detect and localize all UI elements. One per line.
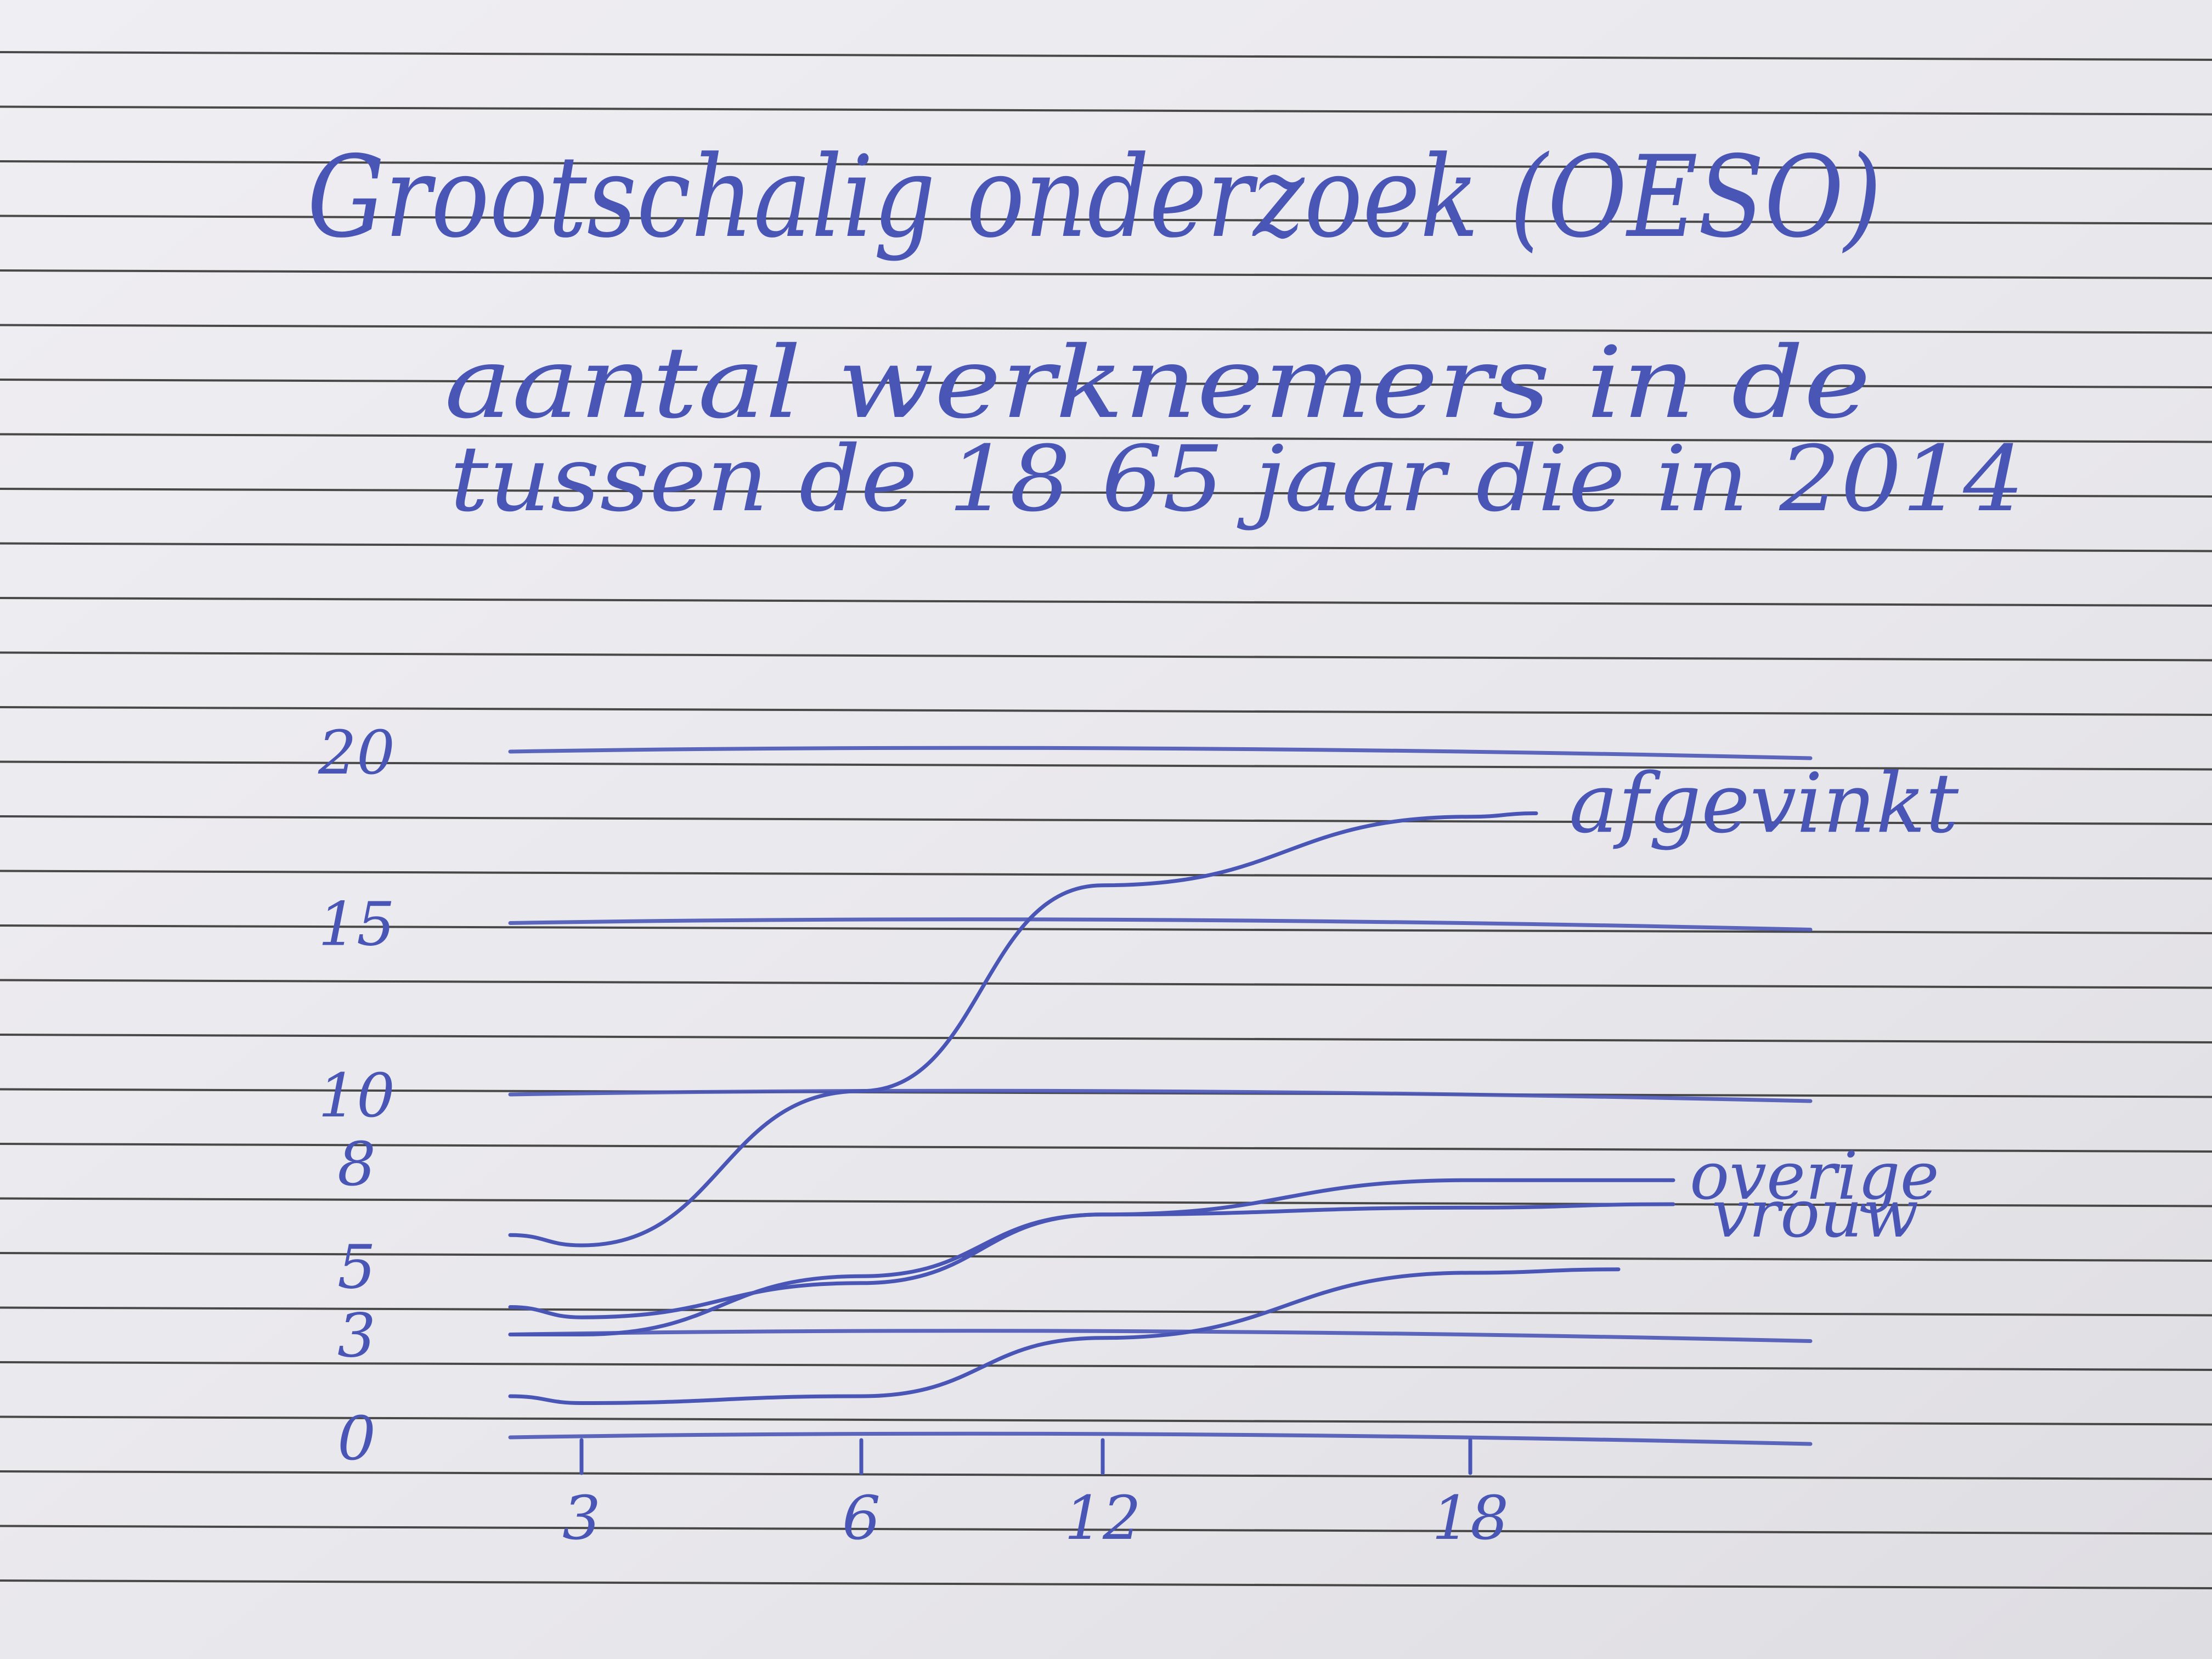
y-tick-label: 8 (337, 1129, 376, 1199)
note-subtitle-line1: aantal werknemers in de (444, 326, 1871, 441)
ruled-line (0, 706, 2212, 716)
series-line (508, 1202, 1675, 1337)
ruled-line (0, 1143, 2212, 1153)
y-tick-label: 3 (337, 1301, 376, 1371)
ruled-line (0, 1525, 2212, 1535)
series-label: overige (1690, 1138, 1939, 1215)
x-tick-label: 12 (1064, 1483, 1141, 1553)
ruled-line (0, 815, 2212, 825)
ruled-line (0, 1306, 2212, 1317)
ruled-line (0, 760, 2212, 771)
chart-gridlines (508, 746, 1813, 1446)
y-tick-label: 20 (318, 718, 395, 788)
ruled-line (0, 1579, 2212, 1589)
y-tick-label: 0 (337, 1403, 376, 1474)
series-label: vrouw (1712, 1176, 1918, 1252)
ruled-line (0, 651, 2212, 662)
y-tick-label: 5 (337, 1232, 376, 1302)
ruled-line (0, 1361, 2212, 1371)
ruled-line (0, 1088, 2212, 1098)
chart-gridline (508, 1431, 1813, 1446)
x-tick-label: 18 (1432, 1483, 1509, 1553)
ruled-line (0, 597, 2212, 607)
ruled-line (0, 105, 2212, 116)
series-line (508, 1267, 1621, 1405)
note-title: Grootschalig onderzoek (OESO) (307, 132, 1882, 263)
ruled-lines (0, 51, 2212, 1589)
ruled-line (0, 924, 2212, 934)
ruled-line (0, 1470, 2212, 1480)
ruled-line (0, 1415, 2212, 1426)
ruled-line (0, 870, 2212, 880)
y-tick-label: 15 (318, 889, 395, 960)
note-subtitle-line2: tussen de 18 65 jaar die in 2014 (450, 426, 2024, 532)
ruled-line (0, 215, 2212, 225)
ruled-line (0, 379, 2212, 388)
x-axis-ticks: 3 6 12 18 (562, 1438, 1509, 1553)
chart-gridline (508, 746, 1813, 760)
ruled-line (0, 160, 2212, 170)
ruled-line (0, 1197, 2212, 1207)
ruled-line (0, 542, 2212, 552)
ruled-line (0, 433, 2212, 443)
chart-series (508, 811, 1675, 1405)
chart-gridline (508, 1329, 1813, 1343)
y-axis-tick-labels: 20 15 108 53 0 (318, 718, 395, 1474)
ruled-line (0, 51, 2212, 61)
series-label: afgevinkt (1569, 756, 1959, 851)
chart-gridline (508, 1088, 1813, 1103)
ruled-line (0, 488, 2212, 498)
ruled-line (0, 1034, 2212, 1043)
x-tick-label: 6 (842, 1483, 881, 1553)
y-tick-label: 10 (318, 1060, 395, 1131)
series-line (508, 811, 1538, 1248)
ruled-line (0, 979, 2212, 989)
ruled-line (0, 1252, 2212, 1262)
chart-gridline (508, 917, 1813, 932)
ruled-line (0, 324, 2212, 334)
ruled-line (0, 269, 2212, 279)
x-tick-label: 3 (562, 1483, 601, 1553)
